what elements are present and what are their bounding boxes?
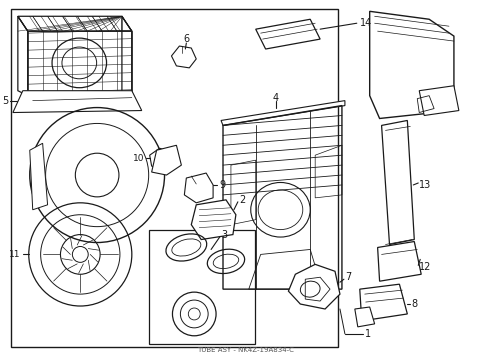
Text: 12: 12 <box>419 262 432 272</box>
Polygon shape <box>360 284 407 321</box>
Text: TUBE ASY - NK4Z-19A834-C: TUBE ASY - NK4Z-19A834-C <box>197 347 294 353</box>
Polygon shape <box>419 86 459 116</box>
Text: 3: 3 <box>221 230 227 239</box>
Polygon shape <box>369 11 454 118</box>
Polygon shape <box>355 307 375 327</box>
Polygon shape <box>13 91 142 113</box>
Text: 14: 14 <box>360 18 372 28</box>
Polygon shape <box>191 200 236 239</box>
Polygon shape <box>289 264 340 309</box>
Polygon shape <box>256 19 320 49</box>
Text: 4: 4 <box>272 93 279 103</box>
Text: 5: 5 <box>2 96 9 105</box>
Text: 8: 8 <box>411 299 417 309</box>
Text: 2: 2 <box>239 195 245 205</box>
Text: 11: 11 <box>9 250 21 259</box>
Bar <box>148 230 255 344</box>
Bar <box>11 9 338 347</box>
Text: 10: 10 <box>133 154 145 163</box>
Text: 7: 7 <box>345 272 351 282</box>
Text: 13: 13 <box>419 180 432 190</box>
Text: 9: 9 <box>219 180 225 190</box>
Text: 6: 6 <box>183 34 190 44</box>
Text: 1: 1 <box>365 329 371 339</box>
Polygon shape <box>221 100 345 125</box>
Polygon shape <box>151 145 181 175</box>
Polygon shape <box>30 143 48 210</box>
Polygon shape <box>382 121 414 244</box>
Polygon shape <box>378 242 421 281</box>
